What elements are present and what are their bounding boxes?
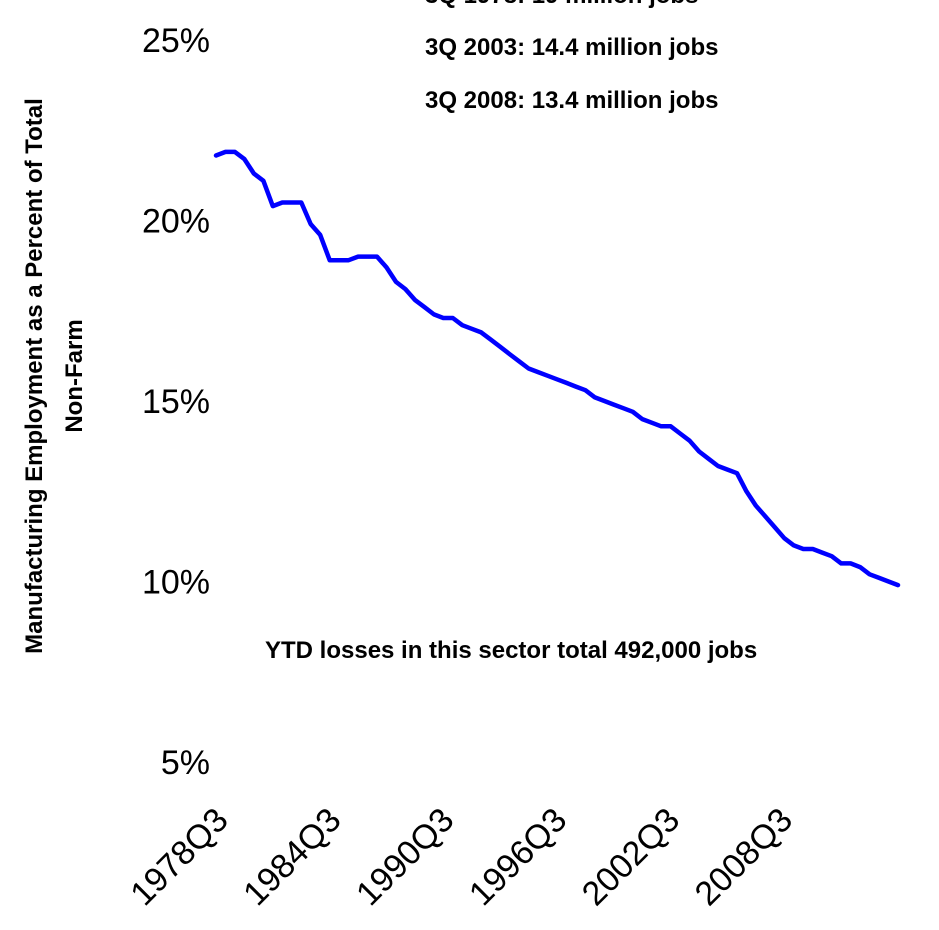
x-tick-label: 2002Q3 <box>575 801 687 913</box>
x-tick-label: 1978Q3 <box>123 801 235 913</box>
x-tick-label: 1996Q3 <box>462 801 574 913</box>
annotation-1978: 3Q 1978: 19 million jobs <box>425 0 698 9</box>
x-axis-ticks: 1978Q3 1984Q3 1990Q3 1996Q3 2002Q3 2008Q3 <box>123 801 800 913</box>
y-tick-label: 10% <box>142 564 210 602</box>
x-tick-label: 2008Q3 <box>688 801 800 913</box>
series-layer <box>213 149 901 588</box>
y-tick-label: 5% <box>161 744 210 782</box>
annotation-2003: 3Q 2003: 14.4 million jobs <box>425 34 718 61</box>
series-line-manufacturing-share <box>213 149 901 588</box>
annotation-2008: 3Q 2008: 13.4 million jobs <box>425 87 718 114</box>
x-tick-label: 1984Q3 <box>236 801 348 913</box>
y-axis-title-line-2: Non-Farm <box>61 319 88 432</box>
annotation-ytd-losses: YTD losses in this sector total 492,000 … <box>265 637 757 664</box>
annotations: 3Q 1978: 19 million jobs 3Q 2003: 14.4 m… <box>265 0 757 664</box>
x-tick-label: 1990Q3 <box>349 801 461 913</box>
y-tick-label: 25% <box>142 22 210 60</box>
y-axis-title: Manufacturing Employment as a Percent of… <box>21 98 88 654</box>
y-tick-label: 15% <box>142 383 210 421</box>
y-tick-label: 20% <box>142 203 210 241</box>
y-axis-ticks: 25% 20% 15% 10% 5% <box>142 22 210 782</box>
y-axis-title-line-1: Manufacturing Employment as a Percent of… <box>21 98 48 654</box>
